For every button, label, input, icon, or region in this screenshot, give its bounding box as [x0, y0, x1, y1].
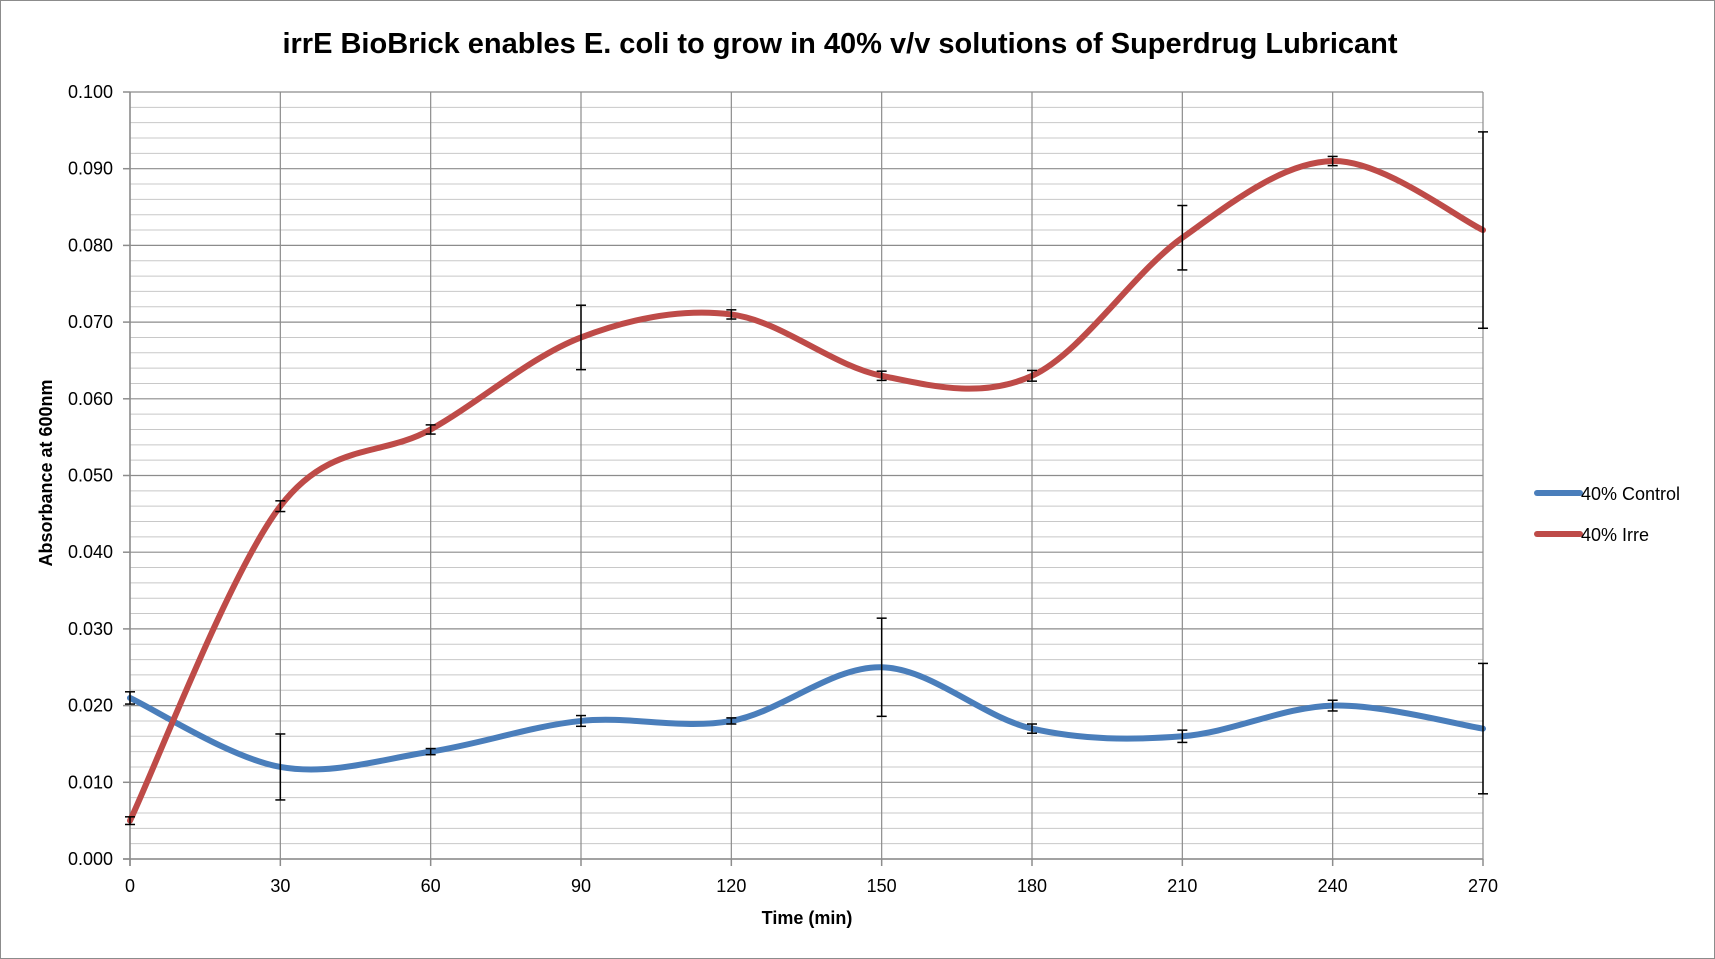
x-tick-label: 30 [270, 876, 290, 896]
error-bar-40-control [1177, 729, 1188, 744]
error-bar-40-irre [876, 370, 887, 382]
error-bar-40-irre [275, 500, 286, 513]
error-bar-40-irre [125, 816, 135, 826]
x-tick-label: 120 [716, 876, 746, 896]
error-bar-40-control [125, 691, 135, 705]
legend-item-40-irre: 40% Irre [1534, 525, 1649, 545]
x-tick-label: 60 [421, 876, 441, 896]
error-bar-40-control [576, 714, 586, 728]
x-tick-label: 0 [125, 876, 135, 896]
chart-title: irrE BioBrick enables E. coli to grow in… [282, 28, 1397, 60]
error-bar-40-irre [425, 424, 436, 435]
x-tick-label: 180 [1017, 876, 1047, 896]
y-tick-label: 0.040 [68, 542, 113, 562]
legend-label: 40% Control [1581, 484, 1680, 504]
legend-item-40-control: 40% Control [1534, 484, 1680, 504]
x-tick-label: 90 [571, 876, 591, 896]
error-bar-40-irre [1327, 155, 1338, 167]
gridlines [129, 91, 1484, 860]
series-line-40-control [127, 664, 1486, 773]
x-axis-label: Time (min) [762, 908, 853, 928]
error-bar-40-control [1327, 699, 1338, 712]
error-bars [125, 131, 1488, 826]
x-axis-ticks: 0 30 60 90 120 150 180 210 240 270 [125, 859, 1498, 896]
y-tick-label: 0.050 [68, 466, 113, 486]
y-tick-label: 0.000 [68, 849, 113, 869]
error-bar-40-irre [1478, 131, 1488, 329]
y-axis-label: Absorbance at 600nm [36, 379, 56, 566]
error-bar-40-control [1478, 662, 1488, 795]
error-bar-40-irre [576, 304, 586, 371]
y-tick-label: 0.010 [68, 772, 113, 792]
y-tick-label: 0.030 [68, 619, 113, 639]
y-tick-label: 0.070 [68, 312, 113, 332]
error-bar-40-control [726, 717, 737, 725]
x-tick-label: 150 [867, 876, 897, 896]
error-bar-40-irre [1027, 369, 1037, 382]
series-lines [127, 158, 1486, 824]
error-bar-40-control [876, 617, 887, 718]
error-bar-40-control [1027, 723, 1037, 734]
y-tick-label: 0.080 [68, 235, 113, 255]
y-tick-label: 0.060 [68, 389, 113, 409]
x-tick-label: 270 [1468, 876, 1498, 896]
error-bar-40-irre [1177, 204, 1188, 271]
axes [123, 92, 1483, 866]
error-bar-40-control [425, 747, 436, 756]
legend-label: 40% Irre [1581, 525, 1649, 545]
error-bar-40-irre [726, 309, 737, 320]
y-axis-ticks: 0.000 0.010 0.020 0.030 0.040 0.050 0.060 0.070… [68, 82, 130, 869]
x-tick-label: 240 [1318, 876, 1348, 896]
y-tick-label: 0.100 [68, 82, 113, 102]
y-tick-label: 0.090 [68, 159, 113, 179]
x-tick-label: 210 [1167, 876, 1197, 896]
series-line-40-irre [127, 158, 1486, 824]
y-tick-label: 0.020 [68, 696, 113, 716]
legend: 40% Control 40% Irre [1534, 484, 1680, 545]
error-bar-40-control [275, 733, 286, 801]
